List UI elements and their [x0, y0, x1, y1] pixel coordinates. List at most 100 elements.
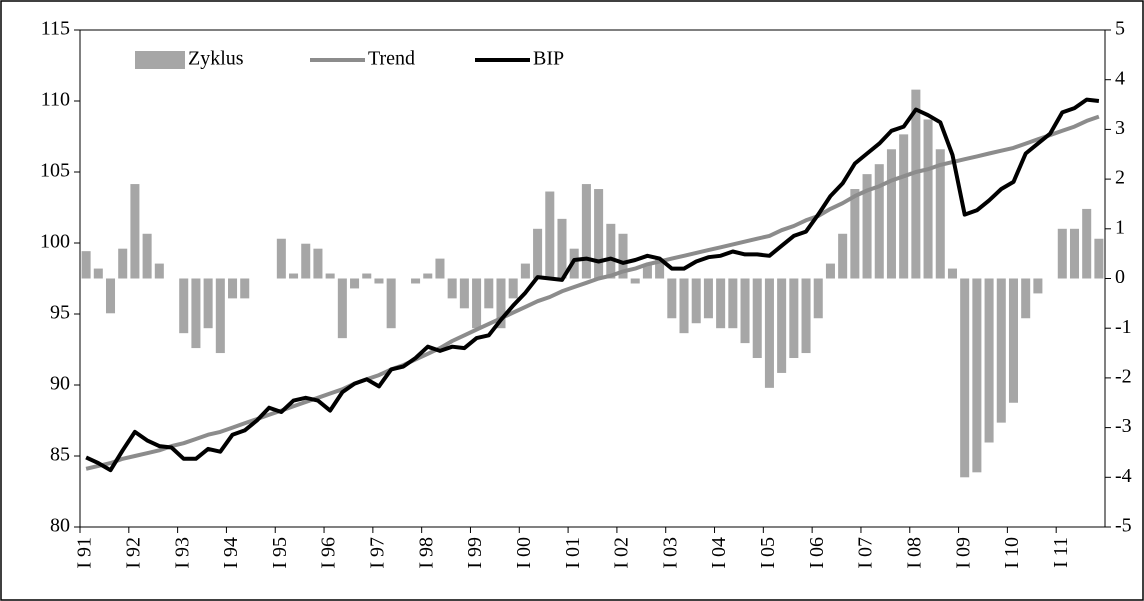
bar [508, 278, 518, 299]
x-tick-label: I 01 [562, 537, 584, 569]
bar [874, 164, 884, 279]
y2-tick-label: -4 [1115, 465, 1132, 487]
bar [93, 268, 103, 279]
x-tick-label: I 98 [415, 537, 437, 569]
bar [105, 278, 116, 314]
bar [191, 278, 201, 349]
x-tick-label: I 10 [1001, 537, 1023, 569]
bar [862, 174, 872, 279]
x-tick-label: I 95 [269, 537, 291, 569]
y-tick-label: 110 [41, 89, 70, 111]
bar [655, 258, 665, 279]
y-tick-label: 105 [40, 160, 70, 182]
y-tick-label: 115 [41, 18, 70, 40]
bar [972, 278, 982, 473]
bar [386, 278, 396, 329]
bar [752, 278, 762, 359]
x-tick-label: I 09 [952, 537, 974, 569]
legend-label: Trend [368, 48, 415, 70]
bar [801, 278, 811, 354]
bar [276, 238, 286, 279]
bar [203, 278, 213, 329]
bar [118, 248, 128, 279]
x-tick-label: I 93 [171, 537, 193, 569]
bar [1033, 278, 1043, 294]
bar [594, 189, 604, 279]
bar [581, 184, 591, 279]
bar [459, 278, 469, 309]
bar [667, 278, 677, 319]
x-tick-label: I 92 [123, 537, 145, 569]
bar [740, 278, 750, 344]
bar [850, 189, 860, 279]
x-tick-label: I 02 [611, 537, 633, 569]
bar [642, 263, 652, 279]
legend-label: BIP [533, 48, 564, 70]
x-tick-label: I 06 [806, 537, 828, 569]
bar [728, 278, 738, 329]
bar [228, 278, 238, 299]
y-tick-label: 90 [50, 373, 70, 395]
bar [825, 263, 835, 279]
bar [764, 278, 774, 388]
bar [1057, 228, 1067, 279]
bar [496, 278, 506, 329]
bar [130, 184, 140, 279]
bar [154, 263, 164, 279]
bar [472, 278, 482, 329]
y2-tick-label: 4 [1115, 67, 1125, 89]
x-tick-label: I 04 [708, 537, 730, 569]
x-tick-label: I 08 [903, 537, 925, 569]
y2-tick-label: 1 [1115, 216, 1125, 238]
y-tick-label: 100 [40, 231, 70, 253]
bar [435, 258, 445, 279]
bar [1008, 278, 1018, 403]
bar [362, 273, 372, 279]
y2-tick-label: -2 [1115, 365, 1132, 387]
y-tick-label: 95 [50, 302, 70, 324]
bar [947, 268, 957, 279]
bar [289, 273, 299, 279]
bar [313, 248, 323, 279]
bar [179, 278, 189, 334]
bar [374, 278, 384, 284]
x-tick-label: I 03 [659, 537, 681, 569]
line-2 [85, 97, 1100, 473]
bar [215, 278, 225, 354]
bar [996, 278, 1006, 423]
bar [301, 243, 311, 279]
bar [411, 278, 421, 284]
y2-tick-label: 2 [1115, 167, 1125, 189]
bar [557, 218, 567, 279]
bar [606, 223, 616, 279]
bar [447, 278, 457, 299]
bar [777, 278, 787, 373]
bar [630, 278, 640, 284]
bar [520, 263, 530, 279]
bar [716, 278, 726, 329]
bar [337, 278, 347, 339]
plot-border [79, 29, 1106, 528]
bar [350, 278, 360, 289]
bar [1021, 278, 1031, 319]
y2-tick-label: -5 [1115, 515, 1132, 537]
bar [533, 228, 543, 279]
bar [81, 251, 91, 279]
x-tick-label: I 99 [464, 537, 486, 569]
bar [618, 233, 628, 279]
bar [423, 273, 433, 279]
bar [142, 233, 152, 279]
bar [813, 278, 823, 319]
bar [789, 278, 799, 359]
y-tick-label: 85 [50, 444, 70, 466]
y2-tick-label: -1 [1115, 316, 1132, 338]
y2-tick-label: -3 [1115, 415, 1132, 437]
bar [703, 278, 713, 319]
bar [691, 278, 701, 324]
x-tick-label: I 07 [855, 537, 877, 569]
bar [484, 278, 494, 309]
x-tick-label: I 96 [318, 537, 340, 569]
bar [935, 149, 945, 279]
